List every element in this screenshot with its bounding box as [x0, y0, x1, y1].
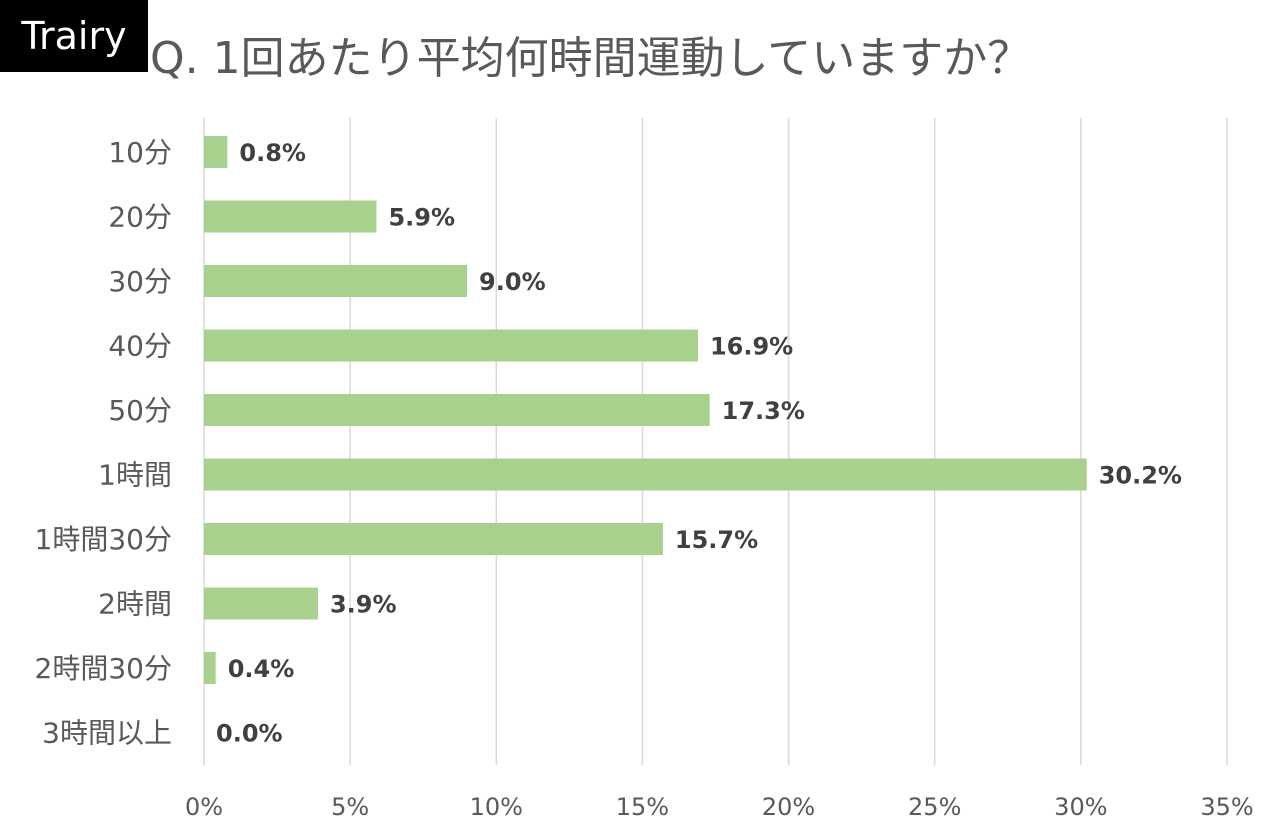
data-label: 0.0% [216, 720, 283, 748]
category-label: 2時間30分 [35, 652, 172, 685]
bar [204, 394, 710, 426]
category-label: 40分 [108, 330, 172, 363]
category-label: 50分 [108, 394, 172, 427]
data-label: 3.9% [330, 591, 397, 619]
bar [204, 458, 1087, 491]
category-label: 1時間 [98, 459, 172, 492]
x-tick-label: 15% [616, 793, 669, 821]
category-label: 3時間以上 [42, 717, 172, 750]
category-label: 30分 [108, 265, 172, 298]
category-label: 2時間 [98, 588, 172, 621]
data-label: 16.9% [710, 333, 793, 361]
x-tick-label: 5% [331, 793, 369, 821]
bar [204, 587, 318, 620]
category-label: 1時間30分 [35, 523, 172, 556]
data-label: 5.9% [388, 204, 455, 232]
x-tick-label: 10% [470, 793, 523, 821]
bar [204, 200, 377, 233]
bar [204, 523, 663, 555]
x-tick-label: 25% [908, 793, 961, 821]
bar [204, 329, 698, 362]
data-label: 9.0% [479, 268, 546, 296]
bar [204, 265, 468, 297]
x-tick-label: 35% [1200, 793, 1253, 821]
x-tick-label: 0% [185, 793, 223, 821]
category-label: 20分 [108, 201, 172, 234]
data-label: 30.2% [1099, 462, 1182, 490]
x-tick-label: 30% [1054, 793, 1107, 821]
data-label: 0.8% [239, 139, 306, 167]
chart-title: Q. 1回あたり平均何時間運動していますか？ [150, 33, 1032, 84]
category-label: 10分 [108, 136, 172, 169]
x-tick-label: 20% [762, 793, 815, 821]
bar [204, 652, 216, 684]
bar [204, 136, 228, 168]
data-label: 0.4% [228, 655, 295, 683]
data-label: 15.7% [675, 526, 758, 554]
brand-logo: Trairy [0, 0, 148, 72]
data-label: 17.3% [722, 397, 805, 425]
